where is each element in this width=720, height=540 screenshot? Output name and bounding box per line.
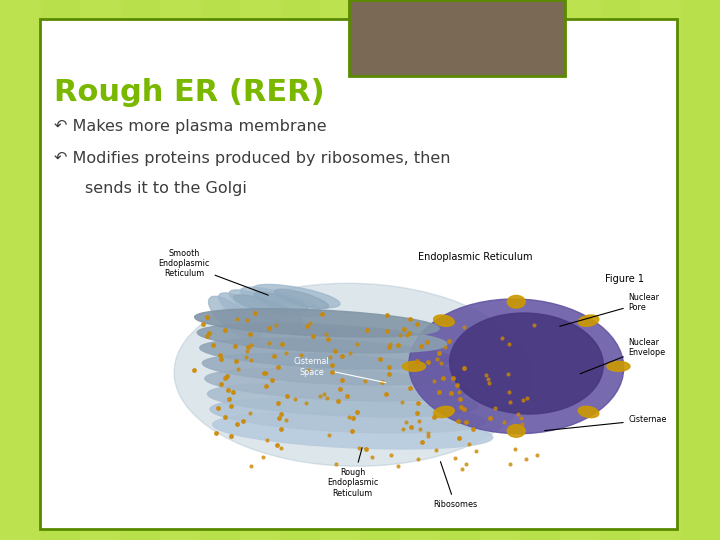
Ellipse shape [219,293,282,333]
Ellipse shape [450,313,603,414]
Bar [440,0,480,540]
Ellipse shape [174,284,531,466]
Bar [160,0,200,540]
Ellipse shape [508,295,525,308]
Text: ↶ Modifies proteins produced by ribosomes, then: ↶ Modifies proteins produced by ribosome… [54,151,451,166]
Text: Rough
Endoplasmic
Reticulum: Rough Endoplasmic Reticulum [327,448,378,497]
Bar [400,0,440,540]
Ellipse shape [209,296,261,341]
Text: Figure 1: Figure 1 [605,274,644,284]
Text: sends it to the Golgi: sends it to the Golgi [85,181,247,196]
Ellipse shape [229,290,302,325]
Ellipse shape [197,323,447,353]
Ellipse shape [254,292,308,312]
Bar [40,0,80,540]
Text: Rough ER (RER): Rough ER (RER) [54,78,325,107]
Ellipse shape [194,309,439,337]
Ellipse shape [207,383,477,417]
Ellipse shape [578,406,599,417]
Bar [560,0,600,540]
Ellipse shape [205,368,469,401]
Ellipse shape [433,406,454,417]
FancyBboxPatch shape [40,19,677,529]
Ellipse shape [253,285,340,308]
Text: Cisternae: Cisternae [544,415,667,430]
Bar [0,0,40,540]
Bar [640,0,680,540]
Ellipse shape [274,289,328,309]
Ellipse shape [199,339,454,369]
Text: Ribosomes: Ribosomes [433,462,477,509]
Text: Smooth
Endoplasmic
Reticulum: Smooth Endoplasmic Reticulum [158,249,269,295]
Ellipse shape [578,315,599,326]
Ellipse shape [508,424,525,437]
Bar [200,0,240,540]
Ellipse shape [202,353,462,385]
Bar [360,0,400,540]
Ellipse shape [409,299,624,434]
FancyBboxPatch shape [349,0,565,76]
Bar [80,0,120,540]
Ellipse shape [240,287,322,316]
Text: Nuclear
Envelope: Nuclear Envelope [580,338,666,374]
Bar [520,0,560,540]
Bar [280,0,320,540]
Bar [320,0,360,540]
Text: Cisternal
Space: Cisternal Space [294,357,386,383]
Bar [680,0,720,540]
Text: Nuclear
Pore: Nuclear Pore [560,293,660,326]
Ellipse shape [433,315,454,326]
Text: ↶ Makes more plasma membrane: ↶ Makes more plasma membrane [54,119,327,134]
Ellipse shape [210,398,485,433]
Bar [480,0,520,540]
Text: Endoplasmic Reticulum: Endoplasmic Reticulum [418,252,533,262]
Bar [600,0,640,540]
Ellipse shape [402,361,426,372]
Bar [120,0,160,540]
Bar [240,0,280,540]
Ellipse shape [212,413,492,449]
Ellipse shape [233,295,288,314]
Ellipse shape [607,361,630,372]
